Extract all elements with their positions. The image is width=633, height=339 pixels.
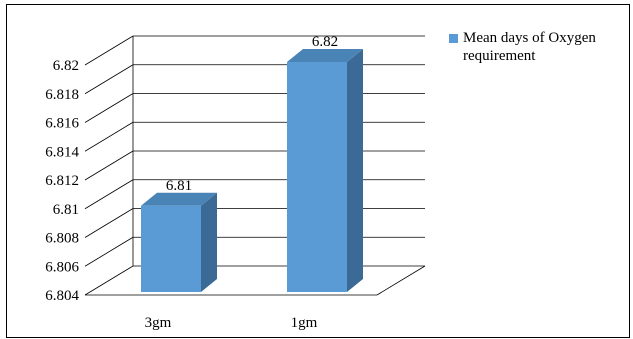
gridline-depth bbox=[84, 179, 134, 210]
bar-top-3gm bbox=[141, 192, 217, 206]
gridline-depth bbox=[84, 150, 134, 181]
gridline-depth bbox=[84, 64, 134, 95]
gridline-depth bbox=[84, 236, 134, 267]
bar-1gm bbox=[287, 62, 347, 292]
gridline-depth bbox=[84, 121, 134, 152]
gridline-depth bbox=[84, 208, 134, 238]
gridline-depth bbox=[84, 265, 134, 296]
y-tick-label: 6.818 bbox=[45, 87, 79, 103]
chart-plot: 6.804 6.806 6.808 6.81 6.812 6.814 6.816 6.818 6… bbox=[45, 34, 426, 331]
x-category-label: 3gm bbox=[145, 315, 172, 331]
y-tick-label: 6.816 bbox=[45, 116, 79, 132]
floor-right-edge bbox=[376, 265, 426, 296]
y-tick-label: 6.814 bbox=[45, 144, 79, 160]
bar-side-3gm bbox=[201, 192, 217, 292]
legend-swatch bbox=[449, 34, 458, 43]
chart-frame: 6.804 6.806 6.808 6.81 6.812 6.814 6.816 6.818 6… bbox=[6, 4, 630, 338]
gridline-depth bbox=[84, 93, 134, 123]
y-tick-label: 6.82 bbox=[53, 58, 79, 74]
y-tick-label: 6.806 bbox=[45, 259, 79, 275]
bar-top-1gm bbox=[287, 49, 363, 62]
legend-label: Mean days of Oxygen requirement bbox=[463, 30, 596, 64]
bar-side-1gm bbox=[347, 49, 363, 292]
legend: Mean days of Oxygen requirement bbox=[449, 29, 633, 65]
y-tick-label: 6.808 bbox=[45, 231, 79, 247]
data-label: 6.82 bbox=[312, 34, 338, 50]
data-label: 6.81 bbox=[166, 178, 192, 194]
y-tick-label: 6.812 bbox=[45, 173, 79, 189]
y-tick-label: 6.804 bbox=[45, 288, 79, 304]
x-category-label: 1gm bbox=[291, 315, 318, 331]
y-tick-label: 6.81 bbox=[53, 202, 79, 218]
bar-3gm bbox=[141, 205, 201, 292]
gridline-depth bbox=[84, 35, 134, 66]
